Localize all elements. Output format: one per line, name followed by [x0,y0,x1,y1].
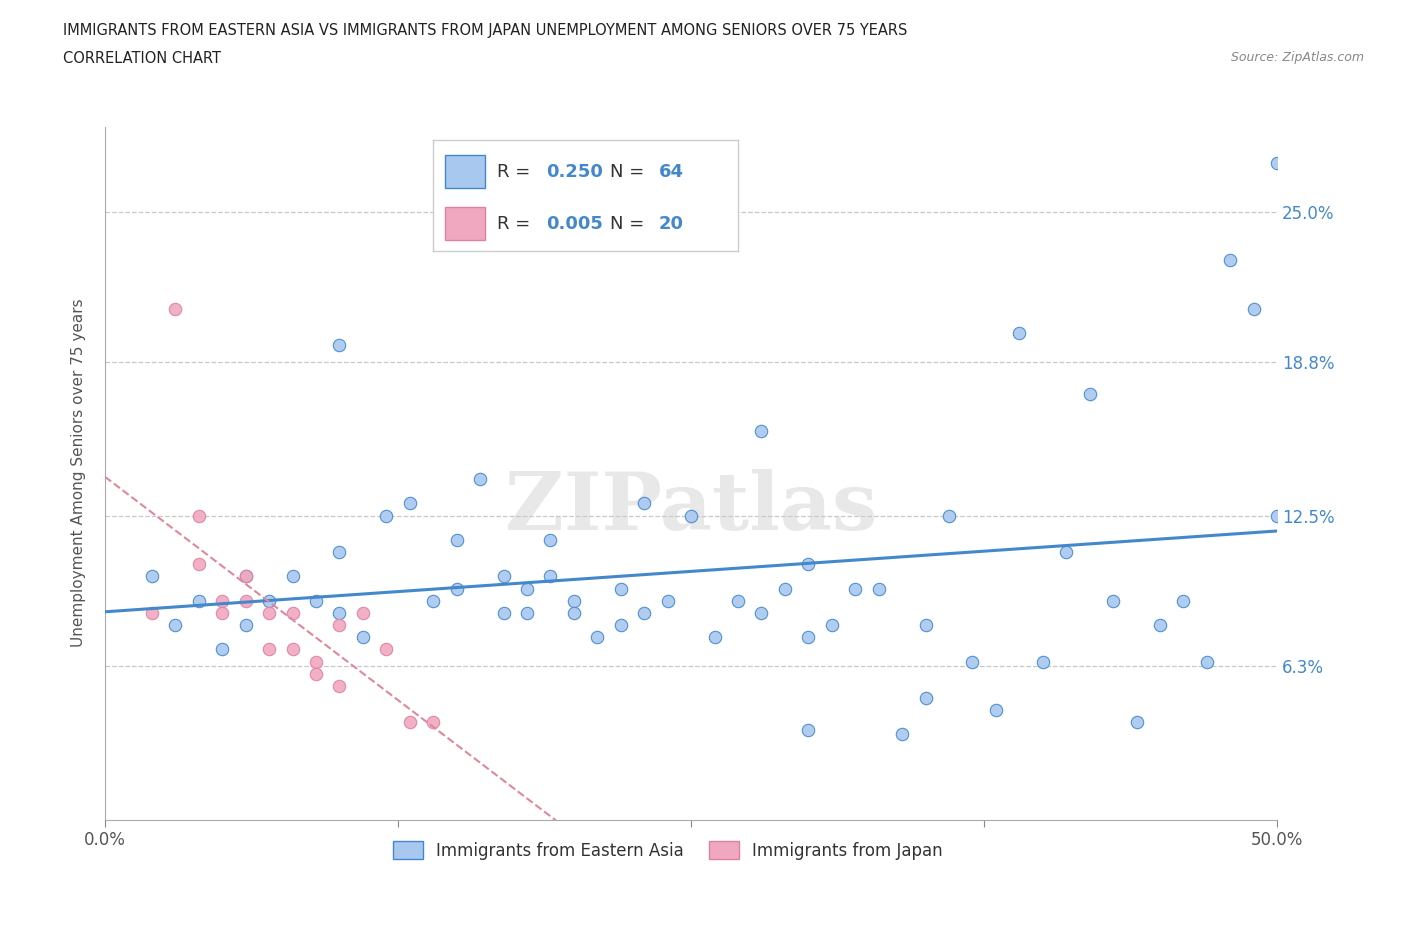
Point [422,593,444,608]
Point [492,569,515,584]
Point [1195,654,1218,669]
Point [751,605,773,620]
Point [516,581,538,596]
Point [1243,301,1265,316]
Point [375,508,398,523]
Point [773,581,796,596]
Point [868,581,890,596]
Point [1149,618,1171,632]
Point [422,715,444,730]
Point [492,605,515,620]
Point [352,605,374,620]
Y-axis label: Unemployment Among Seniors over 75 years: Unemployment Among Seniors over 75 years [72,299,86,647]
Point [468,472,491,486]
Text: IMMIGRANTS FROM EASTERN ASIA VS IMMIGRANTS FROM JAPAN UNEMPLOYMENT AMONG SENIORS: IMMIGRANTS FROM EASTERN ASIA VS IMMIGRAN… [63,23,908,38]
Point [914,618,936,632]
Point [305,654,328,669]
Point [305,666,328,681]
Point [165,301,187,316]
Point [1173,593,1195,608]
Point [281,605,304,620]
Text: Source: ZipAtlas.com: Source: ZipAtlas.com [1230,51,1364,64]
Point [703,630,725,644]
Point [281,569,304,584]
Point [633,496,655,511]
Text: CORRELATION CHART: CORRELATION CHART [63,51,221,66]
Point [398,715,420,730]
Point [281,642,304,657]
Point [797,722,820,737]
Point [540,569,562,584]
Point [914,691,936,706]
Point [1008,326,1031,340]
Point [938,508,960,523]
Point [562,605,585,620]
Point [328,605,350,620]
Point [751,423,773,438]
Point [891,727,914,742]
Point [797,630,820,644]
Point [844,581,866,596]
Point [328,618,350,632]
Point [1032,654,1054,669]
Point [586,630,609,644]
Point [235,569,257,584]
Point [187,508,209,523]
Point [211,593,233,608]
Point [165,618,187,632]
Point [328,338,350,352]
Point [1219,253,1241,268]
Point [516,605,538,620]
Point [211,642,233,657]
Point [633,605,655,620]
Point [681,508,703,523]
Point [352,630,374,644]
Point [235,618,257,632]
Point [305,593,328,608]
Point [211,605,233,620]
Point [821,618,844,632]
Point [446,533,468,548]
Point [962,654,984,669]
Point [257,605,280,620]
Point [562,593,585,608]
Point [1078,387,1101,402]
Point [257,593,280,608]
Point [235,569,257,584]
Point [375,642,398,657]
Point [1102,593,1125,608]
Point [257,642,280,657]
Text: ZIPatlas: ZIPatlas [505,469,877,547]
Point [398,496,420,511]
Point [141,569,163,584]
Point [1265,155,1288,170]
Point [1125,715,1147,730]
Legend: Immigrants from Eastern Asia, Immigrants from Japan: Immigrants from Eastern Asia, Immigrants… [387,834,949,867]
Point [657,593,679,608]
Point [1265,508,1288,523]
Point [187,557,209,572]
Point [1054,545,1077,560]
Point [235,593,257,608]
Point [610,618,633,632]
Point [328,545,350,560]
Point [540,533,562,548]
Point [610,581,633,596]
Point [797,557,820,572]
Point [984,703,1007,718]
Point [187,593,209,608]
Point [446,581,468,596]
Point [328,678,350,693]
Point [141,605,163,620]
Point [727,593,749,608]
